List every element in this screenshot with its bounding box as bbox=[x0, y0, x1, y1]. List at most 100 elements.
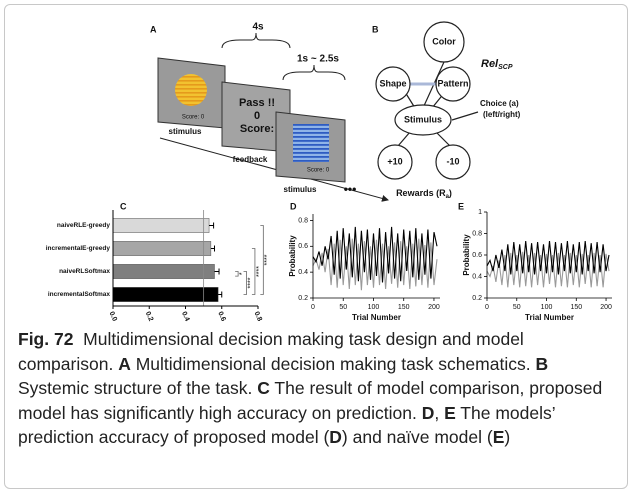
significance-bracket bbox=[251, 248, 256, 295]
caption-text: Systemic structure of the task. bbox=[18, 353, 553, 398]
caption-text: ) and naïve model ( bbox=[341, 427, 493, 447]
caption-text: The result of model comparison, proposed… bbox=[18, 378, 608, 423]
feedback-text: Score: bbox=[240, 123, 274, 135]
x-tick-label: 0.4 bbox=[180, 311, 191, 323]
caption-text: Multidimensional decision making task sc… bbox=[130, 353, 536, 374]
caption-bold: D bbox=[329, 427, 342, 447]
panel-label: A bbox=[150, 24, 157, 34]
caption-bold: B bbox=[535, 353, 549, 374]
series-line bbox=[312, 238, 438, 291]
figure: A 4s 1s ~ 2.5s Score: 0 Pass !! 0 Score:… bbox=[46, 21, 612, 323]
x-tick-label: 200 bbox=[428, 304, 440, 311]
time-label: 4s bbox=[252, 22, 264, 33]
node bbox=[423, 21, 465, 63]
stage-label: feedback bbox=[233, 155, 268, 164]
feedback-text: Pass !! bbox=[239, 97, 275, 109]
stimulus-square bbox=[293, 124, 329, 162]
caption-text: ) bbox=[504, 427, 511, 447]
rel-text: Rel bbox=[481, 58, 499, 70]
x-tick-label: 50 bbox=[513, 304, 521, 311]
node bbox=[435, 144, 471, 180]
caption-text: , bbox=[434, 402, 445, 423]
x-tick-label: 0.2 bbox=[144, 311, 155, 323]
feedback-text: 0 bbox=[254, 110, 260, 122]
ellipsis: ••• bbox=[344, 182, 357, 196]
x-tick-label: 0 bbox=[311, 304, 315, 311]
bar bbox=[112, 264, 215, 279]
score-label: Score: 0 bbox=[307, 168, 330, 174]
node-label: -10 bbox=[446, 156, 459, 166]
y-tick-label: 0.2 bbox=[298, 295, 308, 302]
x-axis-label: Trial Number bbox=[352, 313, 401, 322]
significance-label: * bbox=[239, 272, 246, 275]
score-label: Score: 0 bbox=[182, 115, 205, 121]
panel-label: E bbox=[458, 201, 464, 211]
x-tick-label: 0.8 bbox=[253, 311, 264, 323]
panel-label: B bbox=[372, 24, 379, 34]
caption-bold: Fig. 72 bbox=[18, 329, 74, 349]
node-label: Shape bbox=[379, 78, 406, 88]
significance-label: **** bbox=[256, 266, 263, 277]
series-line bbox=[486, 240, 610, 275]
y-tick-label: 0.4 bbox=[298, 269, 308, 276]
x-tick-label: 0 bbox=[485, 304, 489, 311]
bracket bbox=[282, 64, 346, 81]
y-tick-label: 1 bbox=[478, 209, 482, 216]
rel-label: RelSCP bbox=[481, 58, 513, 71]
choice-label: (left/right) bbox=[483, 110, 521, 119]
caption-text: Multidimensional decision making task de… bbox=[18, 329, 529, 374]
panel-label: C bbox=[120, 201, 127, 211]
caption-bold: A bbox=[118, 353, 131, 374]
node bbox=[394, 104, 452, 136]
caption: Fig. 72 Multidimensional decision making… bbox=[18, 327, 618, 450]
rewards-text: Rewards (R bbox=[396, 188, 446, 198]
x-tick-label: 0.0 bbox=[108, 311, 119, 323]
x-tick-label: 100 bbox=[541, 304, 553, 311]
error-bar bbox=[209, 222, 215, 229]
panel-label: D bbox=[290, 201, 297, 211]
bar bbox=[112, 218, 210, 233]
y-tick-label: 0.6 bbox=[298, 243, 308, 250]
bar bbox=[112, 287, 219, 302]
series-line bbox=[312, 226, 438, 283]
node bbox=[375, 66, 411, 102]
y-tick-label: 0.4 bbox=[472, 273, 482, 280]
significance-bracket bbox=[260, 225, 264, 295]
caption-text: The models’ prediction accuracy of propo… bbox=[18, 402, 560, 448]
node-label: Pattern bbox=[437, 78, 468, 88]
significance-bracket bbox=[243, 271, 247, 295]
category-label: naiveRLSoftmax bbox=[59, 268, 110, 275]
error-bar bbox=[218, 291, 223, 298]
time-arrow bbox=[159, 137, 389, 202]
choice-label: Choice (a) bbox=[480, 99, 519, 108]
x-tick-label: 50 bbox=[339, 304, 347, 311]
category-label: naiveRLE-greedy bbox=[57, 222, 110, 229]
node-label: Color bbox=[432, 36, 456, 46]
x-tick-label: 150 bbox=[398, 304, 410, 311]
series-line bbox=[486, 251, 610, 288]
significance-bracket bbox=[235, 271, 239, 277]
x-axis-label: Trial Number bbox=[525, 313, 574, 322]
category-label: incrementalSoftmax bbox=[48, 291, 111, 298]
error-bar bbox=[210, 245, 215, 252]
bar bbox=[112, 241, 212, 256]
rewards-close: ) bbox=[449, 188, 452, 198]
rewards-subscript: a bbox=[446, 194, 450, 200]
y-tick-label: 0.8 bbox=[298, 217, 308, 224]
y-axis-label: Probability bbox=[462, 234, 471, 276]
category-label: incrementalE-greedy bbox=[46, 245, 111, 252]
y-tick-label: 0.6 bbox=[472, 252, 482, 259]
rewards-label: Rewards (Ra) bbox=[396, 188, 452, 199]
caption-bold: C bbox=[257, 378, 270, 398]
caption-bold: E bbox=[444, 402, 456, 423]
bracket bbox=[221, 32, 291, 49]
stage-label: stimulus bbox=[284, 185, 317, 194]
caption-bold: E bbox=[492, 427, 505, 447]
rel-subscript: SCP bbox=[498, 64, 513, 71]
panel-b: B Color Shape Pattern Stimulus +10 -10 R… bbox=[372, 21, 521, 200]
x-tick-label: 200 bbox=[600, 304, 612, 311]
node bbox=[377, 144, 413, 180]
stage-label: stimulus bbox=[169, 127, 202, 136]
caption-bold: D bbox=[421, 402, 435, 423]
node bbox=[435, 66, 471, 102]
